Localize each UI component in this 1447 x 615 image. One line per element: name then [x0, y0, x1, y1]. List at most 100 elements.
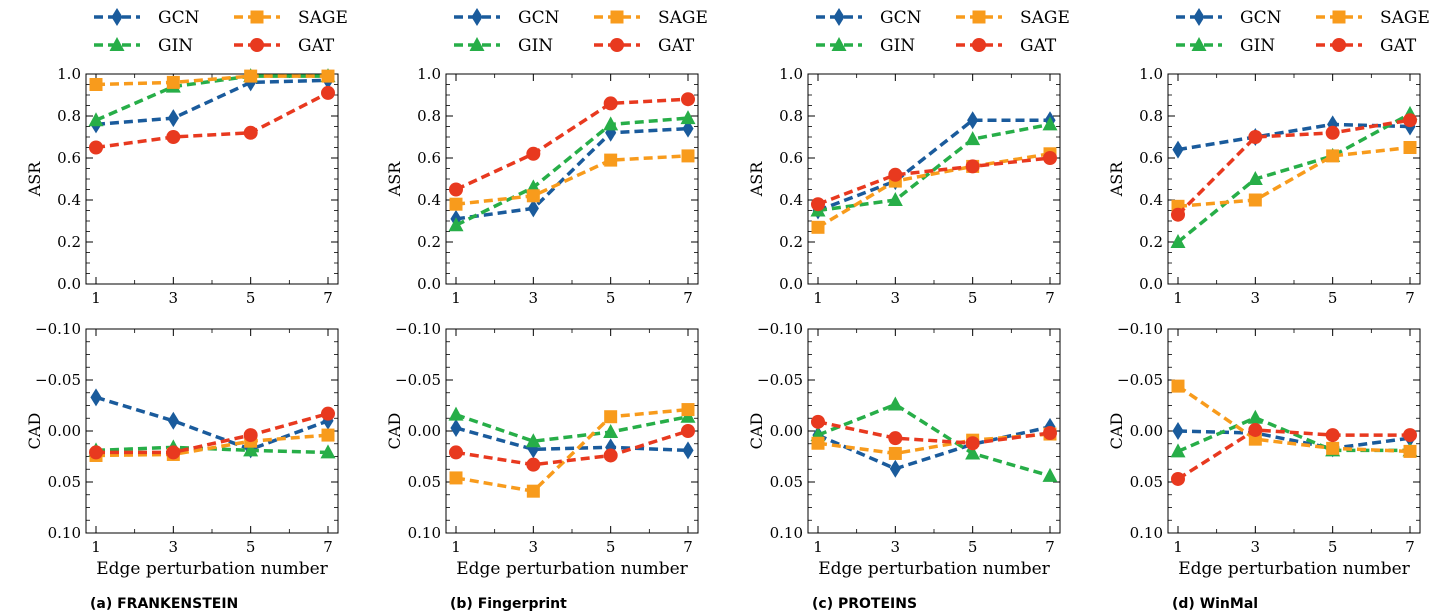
bottom-ytick-label: −0.05 — [35, 371, 81, 389]
bottom-ylabel: CAD — [747, 413, 766, 450]
legend-label-gin: GIN — [158, 36, 193, 56]
legend-marker-sage — [972, 10, 986, 24]
top-ytick-label: 0.8 — [417, 107, 441, 125]
top-point-gat — [1043, 151, 1057, 165]
legend: GCN SAGE GIN GAT — [454, 8, 708, 56]
top-point-sage — [811, 220, 825, 234]
bottom-xtick-label: 3 — [891, 538, 901, 556]
top-line-gin — [817, 122, 1051, 213]
legend-label-gin: GIN — [518, 36, 553, 56]
top-xtick-label: 5 — [606, 289, 616, 307]
top-point-gcn — [682, 119, 694, 138]
bottom-line-gcn — [1177, 429, 1411, 451]
bottom-point-gat — [1248, 422, 1263, 437]
top-ylabel: ASR — [385, 161, 404, 198]
top-ytick-label: 0.0 — [779, 275, 803, 293]
top-series-sage — [89, 69, 335, 91]
top-series-gat — [1171, 113, 1417, 222]
top-point-gin — [965, 131, 981, 146]
top-point-gcn — [167, 109, 179, 128]
legend-label-gat: GAT — [1380, 36, 1417, 56]
bottom-point-sage — [811, 436, 825, 450]
legend-label-sage: SAGE — [298, 8, 348, 28]
top-line-gin — [95, 74, 328, 122]
top-point-gin — [1042, 116, 1058, 131]
top-line-sage — [455, 154, 689, 206]
top-ytick-label: 0.2 — [1139, 233, 1163, 251]
top-ytick-label: 0.8 — [1139, 107, 1163, 125]
bottom-ytick-label: −0.10 — [1117, 320, 1163, 338]
legend-marker-gin — [831, 37, 847, 51]
legend-label-sage: SAGE — [1020, 8, 1070, 28]
top-line-gin — [1176, 112, 1411, 244]
bottom-point-sage — [526, 484, 540, 498]
bottom-point-sage — [1403, 444, 1417, 458]
top-point-gat — [888, 167, 903, 182]
legend: GCN SAGE GIN GAT — [816, 8, 1070, 56]
top-ytick-label: 0.6 — [1139, 149, 1163, 167]
top-point-sage — [1248, 193, 1262, 207]
bottom-point-sage — [1171, 379, 1185, 393]
legend-marker-gcn — [111, 8, 123, 26]
bottom-ytick-label: 0.00 — [48, 422, 81, 440]
top-point-sage — [526, 189, 540, 203]
bottom-line-gat — [455, 429, 689, 467]
top-ytick-label: 0.4 — [57, 191, 81, 209]
legend-marker-gin — [109, 37, 125, 51]
bottom-series-gat — [449, 424, 695, 472]
bottom-xtick-label: 5 — [246, 538, 256, 556]
bottom-xtick-label: 7 — [1405, 538, 1415, 556]
bottom-point-gin — [1247, 409, 1263, 424]
top-ytick-label: 0.0 — [1139, 275, 1163, 293]
top-point-sage — [604, 153, 618, 167]
legend-marker-gat — [972, 38, 986, 52]
xlabel: Edge perturbation number — [456, 559, 688, 579]
top-point-sage — [1326, 149, 1340, 163]
bottom-point-gin — [887, 396, 903, 411]
top-point-gat — [166, 130, 181, 144]
top-ytick-label: 0.2 — [417, 233, 441, 251]
bottom-line-sage — [1177, 384, 1411, 454]
legend-label-gin: GIN — [880, 36, 915, 56]
bottom-series-gat — [811, 414, 1057, 451]
top-line-sage — [95, 74, 328, 87]
top-xtick-label: 7 — [683, 289, 693, 307]
bottom-ylabel: CAD — [1107, 413, 1126, 450]
top-frame — [807, 73, 1061, 285]
bottom-ytick-label: −0.05 — [757, 371, 803, 389]
bottom-point-gat — [681, 424, 695, 438]
top-point-sage — [244, 69, 258, 83]
bottom-point-gin — [1170, 443, 1186, 458]
top-point-gat — [1403, 113, 1417, 128]
caption: (a) FRANKENSTEIN — [90, 596, 238, 612]
top-ytick-label: 1.0 — [57, 65, 81, 83]
legend-label-gat: GAT — [658, 36, 695, 56]
top-point-sage — [449, 197, 463, 211]
top-line-gat — [817, 156, 1051, 206]
bottom-ytick-label: 0.10 — [770, 524, 803, 542]
top-point-gat — [321, 85, 335, 100]
legend-label-sage: SAGE — [658, 8, 708, 28]
bottom-xtick-label: 1 — [91, 538, 101, 556]
bottom-point-gcn — [450, 418, 462, 437]
top-point-gin — [603, 116, 619, 131]
bottom-point-gat — [811, 414, 825, 429]
bottom-ytick-label: −0.05 — [1117, 371, 1163, 389]
bottom-xtick-label: 7 — [323, 538, 333, 556]
top-axes: 0.0 0.2 0.4 0.6 0.8 1.0 1 3 5 7 ASR — [1107, 65, 1421, 307]
top-point-sage — [321, 69, 335, 83]
top-xtick-label: 1 — [451, 289, 461, 307]
top-xtick-label: 5 — [246, 289, 256, 307]
bottom-line-gat — [817, 420, 1051, 445]
bottom-point-gcn — [90, 388, 102, 407]
bottom-point-sage — [321, 428, 335, 442]
top-point-sage — [1403, 141, 1417, 154]
legend-label-gcn: GCN — [880, 8, 922, 28]
bottom-line-gcn — [817, 425, 1051, 471]
bottom-xtick-label: 5 — [606, 538, 616, 556]
legend-label-sage: SAGE — [1380, 8, 1430, 28]
bottom-point-gat — [603, 448, 618, 463]
caption: (d) WinMal — [1172, 596, 1258, 612]
bottom-line-sage — [817, 432, 1051, 456]
